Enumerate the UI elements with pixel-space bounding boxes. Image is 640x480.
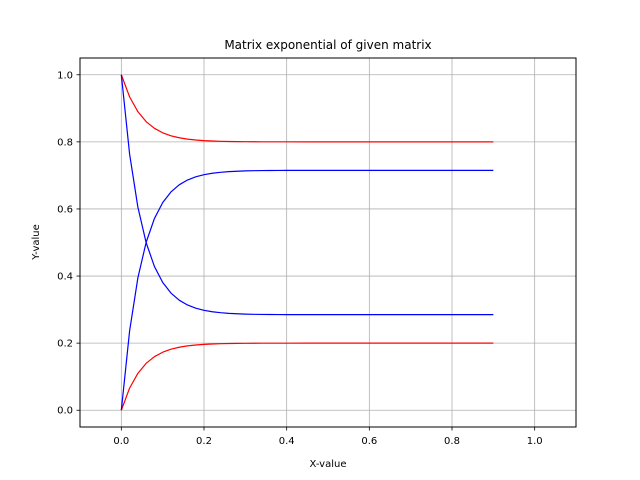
series-line-1 <box>120 74 494 143</box>
x-tick-label: 0.0 <box>113 436 129 447</box>
y-tick-label: 1.0 <box>57 70 73 81</box>
series-lines <box>120 74 494 411</box>
series-line-3 <box>120 74 494 316</box>
x-tick-label: 0.2 <box>196 436 212 447</box>
y-tick-label: 0.8 <box>57 137 73 148</box>
y-tick-label: 0.6 <box>57 204 73 215</box>
y-axis-label: Y-value <box>31 224 42 261</box>
series-line-2 <box>120 342 494 411</box>
x-tick-label: 1.0 <box>527 436 543 447</box>
x-tick-label: 0.6 <box>361 436 377 447</box>
x-tick-label: 0.8 <box>444 436 460 447</box>
x-tick-label: 0.4 <box>279 436 295 447</box>
plot-area <box>80 58 576 427</box>
plot-frame <box>79 57 577 428</box>
series-line-4 <box>120 169 494 411</box>
x-axis-label: X-value <box>309 459 346 470</box>
y-tick-label: 0.0 <box>57 406 73 417</box>
x-axis-ticks: 0.0 0.2 0.4 0.6 0.8 1.0 <box>113 427 543 447</box>
chart-title: Matrix exponential of given matrix <box>224 38 431 52</box>
y-tick-label: 0.2 <box>57 339 73 350</box>
y-tick-label: 0.4 <box>57 272 73 283</box>
y-axis-ticks: 0.0 0.2 0.4 0.6 0.8 1.0 <box>57 70 80 417</box>
